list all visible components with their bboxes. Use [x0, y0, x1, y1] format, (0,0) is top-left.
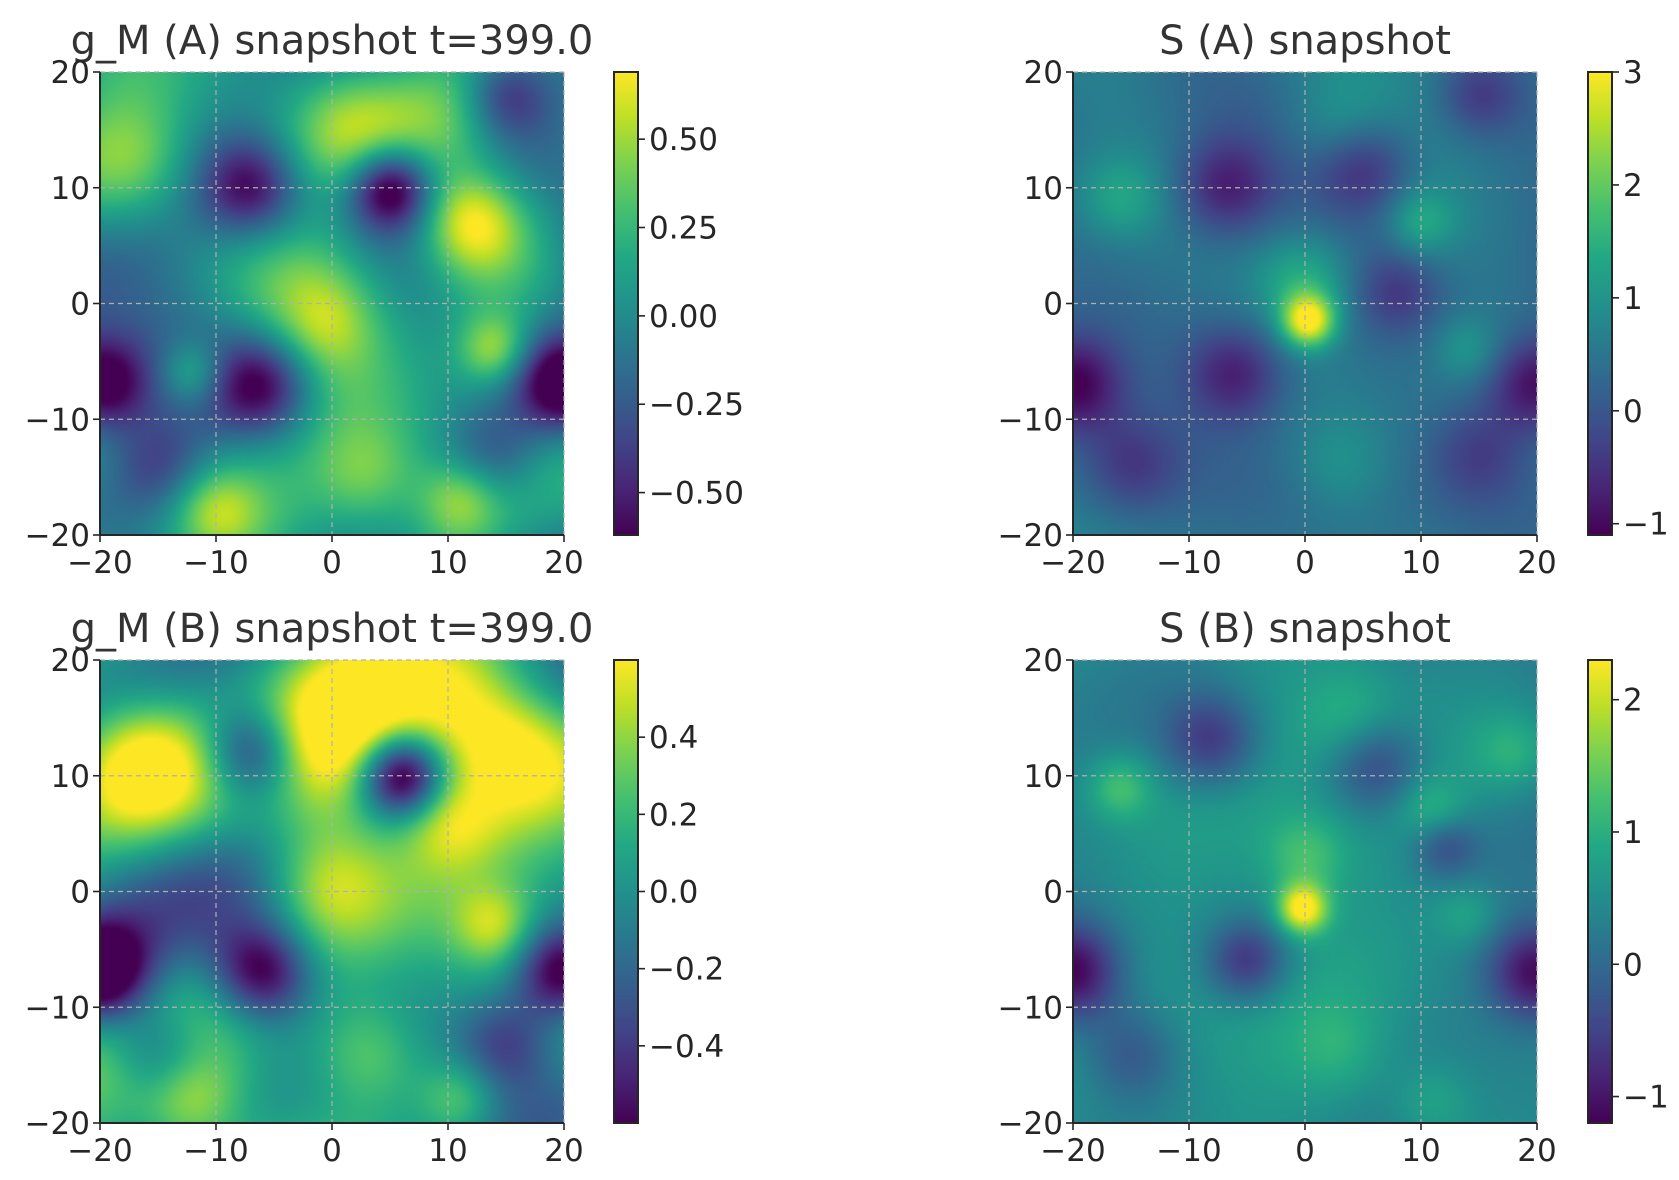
colorbar-tick-label: −1	[1623, 507, 1669, 543]
colorbar-tick-label: 0	[1623, 947, 1643, 983]
panel-4: S (B) snapshot−20 −10 0 10 20−20−1001020−101…	[998, 606, 1669, 1169]
colorbar-tick-label: −0.2	[649, 952, 724, 988]
colorbar-tick-label: 2	[1623, 683, 1643, 719]
panel-title: S (A) snapshot	[1159, 18, 1451, 64]
colorbar-tick-label: 0.00	[649, 299, 718, 335]
y-tick-label: 20	[1024, 55, 1063, 91]
y-tick-label: −20	[998, 1106, 1063, 1142]
panel-3: g_M (B) snapshot t=399.0 −20 −10 0 10 20 −20 −1…	[25, 606, 725, 1169]
colorbar-tick-label: 0.0	[649, 875, 698, 911]
x-tick-label: 0	[322, 545, 342, 581]
y-tick-label: 20	[51, 643, 90, 679]
x-tick-label: −20	[1040, 1133, 1105, 1169]
panel-title: S (B) snapshot	[1159, 606, 1451, 652]
x-tick-label: 0	[1295, 545, 1315, 581]
y-tick-label: 10	[51, 759, 90, 795]
heatmap-image	[100, 660, 564, 1123]
x-tick-label: 10	[428, 545, 467, 581]
x-tick-label: 0	[322, 1133, 342, 1169]
panel-title: g_M (B) snapshot t=399.0	[71, 606, 594, 652]
x-tick-label: 20	[1517, 1133, 1556, 1169]
x-tick-label: −10	[183, 1133, 248, 1169]
x-tick-label: −20	[67, 545, 132, 581]
panel-2: S (A) snapshot−20 −10 0 10 20−20−1001020−101…	[998, 18, 1669, 581]
panel-1: g_M (A) snapshot t=399.0 −20 −10 0 10 20 −20 −1…	[25, 18, 744, 581]
colorbar	[613, 71, 639, 536]
x-tick-label: 0	[1295, 1133, 1315, 1169]
colorbar	[1587, 71, 1613, 536]
panel-title: g_M (A) snapshot t=399.0	[71, 18, 594, 64]
y-tick-label: −10	[998, 990, 1063, 1026]
x-tick-label: 10	[428, 1133, 467, 1169]
y-tick-label: −10	[998, 402, 1063, 438]
colorbar-tick-label: 0.4	[649, 720, 698, 756]
x-tick-label: 10	[1401, 545, 1440, 581]
colorbar-tick-label: 0	[1623, 394, 1643, 430]
x-tick-label: −20	[1040, 545, 1105, 581]
y-tick-label: 0	[70, 875, 90, 911]
x-tick-label: −10	[1156, 545, 1221, 581]
y-tick-label: −10	[25, 402, 90, 438]
y-tick-label: −20	[998, 518, 1063, 554]
x-tick-label: 20	[1517, 545, 1556, 581]
colorbar-tick-label: 0.2	[649, 797, 698, 833]
colorbar-tick-label: 1	[1623, 815, 1643, 851]
colorbar-tick-label: 1	[1623, 281, 1643, 317]
colorbar-tick-label: 2	[1623, 168, 1643, 204]
colorbar-tick-label: 0.50	[649, 122, 718, 158]
y-tick-label: 0	[1043, 287, 1063, 323]
colorbar-tick-label: −1	[1623, 1080, 1669, 1116]
colorbar	[1587, 659, 1613, 1124]
colorbar-tick-label: −0.50	[649, 476, 744, 512]
x-tick-label: 20	[544, 1133, 583, 1169]
y-tick-label: −20	[25, 1106, 90, 1142]
colorbar-tick-label: 0.25	[649, 211, 718, 247]
y-tick-label: 10	[1024, 759, 1063, 795]
colorbar-tick-label: −0.4	[649, 1029, 724, 1065]
heatmap-image	[100, 72, 564, 535]
y-tick-label: −10	[25, 990, 90, 1026]
x-tick-label: 10	[1401, 1133, 1440, 1169]
y-tick-label: −20	[25, 518, 90, 554]
colorbar	[613, 659, 639, 1124]
y-tick-label: 0	[70, 287, 90, 323]
x-tick-label: −10	[183, 545, 248, 581]
x-tick-label: −10	[1156, 1133, 1221, 1169]
y-tick-label: 10	[51, 171, 90, 207]
y-tick-label: 20	[1024, 643, 1063, 679]
colorbar-tick-label: 3	[1623, 55, 1643, 91]
colorbar-tick-label: −0.25	[649, 387, 744, 423]
heatmap-image	[1073, 72, 1537, 535]
y-tick-label: 0	[1043, 875, 1063, 911]
x-tick-label: −20	[67, 1133, 132, 1169]
y-tick-label: 10	[1024, 171, 1063, 207]
heatmap-image	[1073, 660, 1537, 1123]
x-tick-label: 20	[544, 545, 583, 581]
y-tick-label: 20	[51, 55, 90, 91]
